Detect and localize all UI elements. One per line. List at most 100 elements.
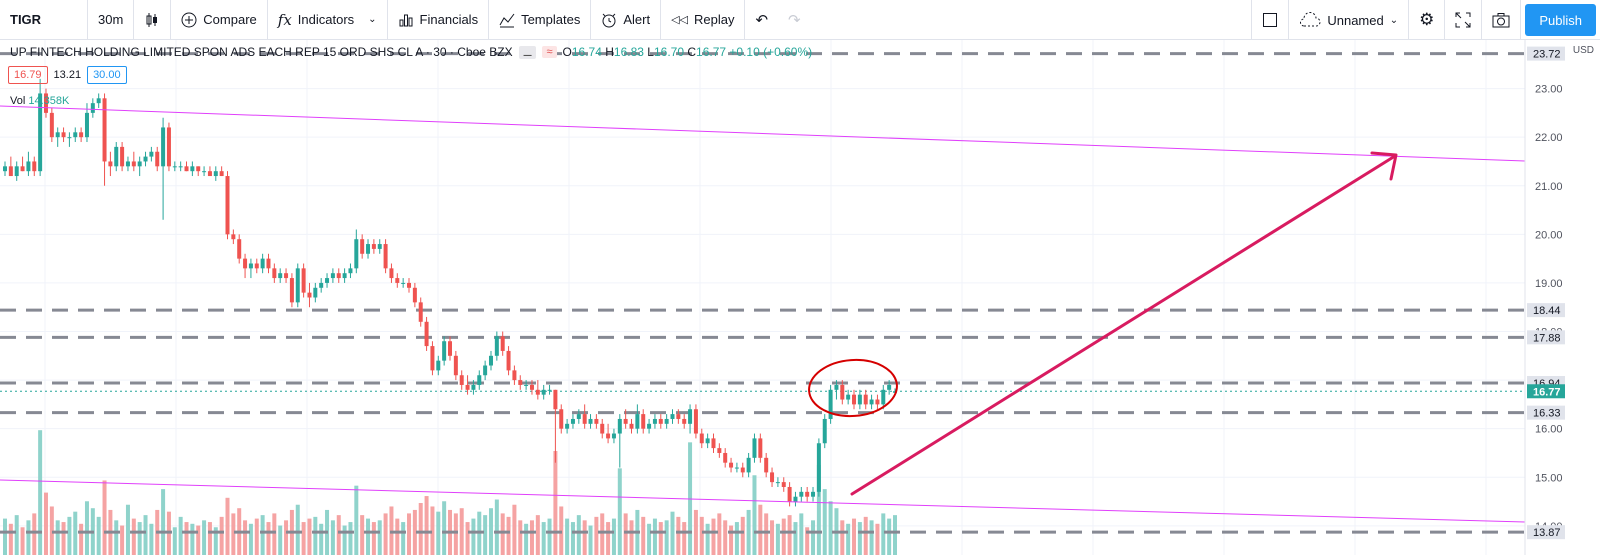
volume-bar xyxy=(161,489,166,555)
candle-body xyxy=(61,132,66,138)
candle-body xyxy=(371,244,376,249)
chart-style-button[interactable] xyxy=(134,0,172,40)
candle-body xyxy=(781,482,786,487)
price-tick-label: 19.00 xyxy=(1535,278,1563,290)
financials-label: Financials xyxy=(419,12,479,27)
level-price-tag xyxy=(1527,46,1565,61)
candle-body xyxy=(559,409,564,429)
volume-bar xyxy=(301,522,306,555)
candle-body xyxy=(734,467,739,469)
snapshot-button[interactable] xyxy=(1482,0,1522,40)
volume-bar xyxy=(518,520,523,555)
candle-body xyxy=(166,127,171,167)
volume-bar xyxy=(55,520,60,555)
candle-body xyxy=(887,384,892,390)
spread-value: 13.21 xyxy=(53,69,82,81)
candle-body xyxy=(67,137,72,139)
chevron-down-icon[interactable]: ⌄ xyxy=(368,14,377,25)
replay-button[interactable]: ◁◁ Replay xyxy=(661,0,746,40)
volume-bar xyxy=(711,518,716,555)
volume-bar xyxy=(682,522,687,555)
compare-button[interactable]: Compare xyxy=(171,0,268,40)
volume-bar xyxy=(816,464,821,555)
level-price-tag xyxy=(1527,525,1565,540)
volume-bar xyxy=(641,516,646,555)
candle-body xyxy=(524,384,529,386)
candle-body xyxy=(682,418,687,424)
candle-body xyxy=(401,282,406,284)
volume-bar xyxy=(348,522,353,555)
redo-icon: ↷ xyxy=(788,11,801,29)
candle-body xyxy=(155,151,160,167)
candle-body xyxy=(816,443,821,492)
candle-body xyxy=(73,132,78,138)
volume-label: Vol xyxy=(10,95,26,107)
volume-bar xyxy=(770,520,775,555)
volume-bar xyxy=(729,525,734,555)
publish-button[interactable]: Publish xyxy=(1525,4,1596,36)
settings-button[interactable]: ⚙ xyxy=(1409,0,1446,40)
volume-bar xyxy=(231,513,236,555)
symbol-search-button[interactable]: TIGR xyxy=(0,0,88,40)
candle-body xyxy=(471,384,476,390)
volume-bar xyxy=(26,520,31,555)
candle-body xyxy=(688,409,693,424)
volume-bar xyxy=(840,520,845,555)
candle-body xyxy=(594,418,599,424)
candle-body xyxy=(805,491,810,497)
interval-label: 30m xyxy=(98,12,124,27)
candle-body xyxy=(172,166,177,168)
volume-bar xyxy=(407,513,412,555)
volume-bar xyxy=(430,506,435,555)
change-value: +0.10 (+0.60%) xyxy=(729,45,813,59)
interval-button[interactable]: 30m xyxy=(88,0,135,40)
templates-button[interactable]: Templates xyxy=(489,0,592,40)
volume-bar xyxy=(506,516,511,555)
volume-bar xyxy=(412,509,417,555)
volume-bar xyxy=(354,485,359,555)
candle-body xyxy=(570,418,575,424)
candle-body xyxy=(705,438,710,444)
sell-button[interactable]: 16.79 xyxy=(8,66,48,84)
volume-bar xyxy=(629,520,634,555)
data-problem-icon[interactable]: ≈ xyxy=(542,46,557,58)
fullscreen-layout-button[interactable] xyxy=(1251,0,1290,40)
volume-bar xyxy=(453,513,458,555)
hide-legend-toggle[interactable]: ⚊ xyxy=(518,45,537,59)
candle-body xyxy=(512,370,517,381)
candle-body xyxy=(857,394,862,405)
volume-bar xyxy=(717,513,722,555)
candle-body xyxy=(828,389,833,419)
indicators-button[interactable]: fx Indicators ⌄ xyxy=(268,0,388,40)
grid-lines xyxy=(0,40,1525,555)
chart-canvas[interactable]: USD23.0022.0021.0020.0019.0018.0017.0016… xyxy=(0,40,1600,555)
expand-icon xyxy=(1455,12,1471,28)
financials-button[interactable]: Financials xyxy=(388,0,490,40)
fullscreen-button[interactable] xyxy=(1445,0,1483,40)
price-tick-label: 15.00 xyxy=(1535,472,1563,484)
alarm-clock-icon xyxy=(602,13,616,27)
candle-body xyxy=(43,93,48,113)
volume-bar xyxy=(125,504,130,555)
volume-bar xyxy=(746,509,751,555)
candle-body xyxy=(8,166,13,177)
volume-bar xyxy=(360,515,365,555)
candle-body xyxy=(670,414,675,419)
volume-bar xyxy=(266,522,271,555)
layout-name-button[interactable]: Unnamed ⌄ xyxy=(1289,0,1410,40)
candle-body xyxy=(793,496,798,502)
redo-button[interactable]: ↷ xyxy=(778,0,811,40)
volume-bar xyxy=(202,520,207,555)
candle-body xyxy=(881,389,886,405)
candle-body xyxy=(348,268,353,274)
candle-body xyxy=(582,414,587,424)
candle-body xyxy=(652,418,657,424)
volume-bar xyxy=(61,522,66,555)
candle-body xyxy=(325,278,330,283)
undo-button[interactable]: ↶ xyxy=(745,0,778,40)
volume-bar xyxy=(254,518,259,555)
volume-bar xyxy=(693,509,698,555)
alert-button[interactable]: Alert xyxy=(591,0,662,40)
buy-button[interactable]: 30.00 xyxy=(87,66,127,84)
volume-bar xyxy=(79,523,84,555)
